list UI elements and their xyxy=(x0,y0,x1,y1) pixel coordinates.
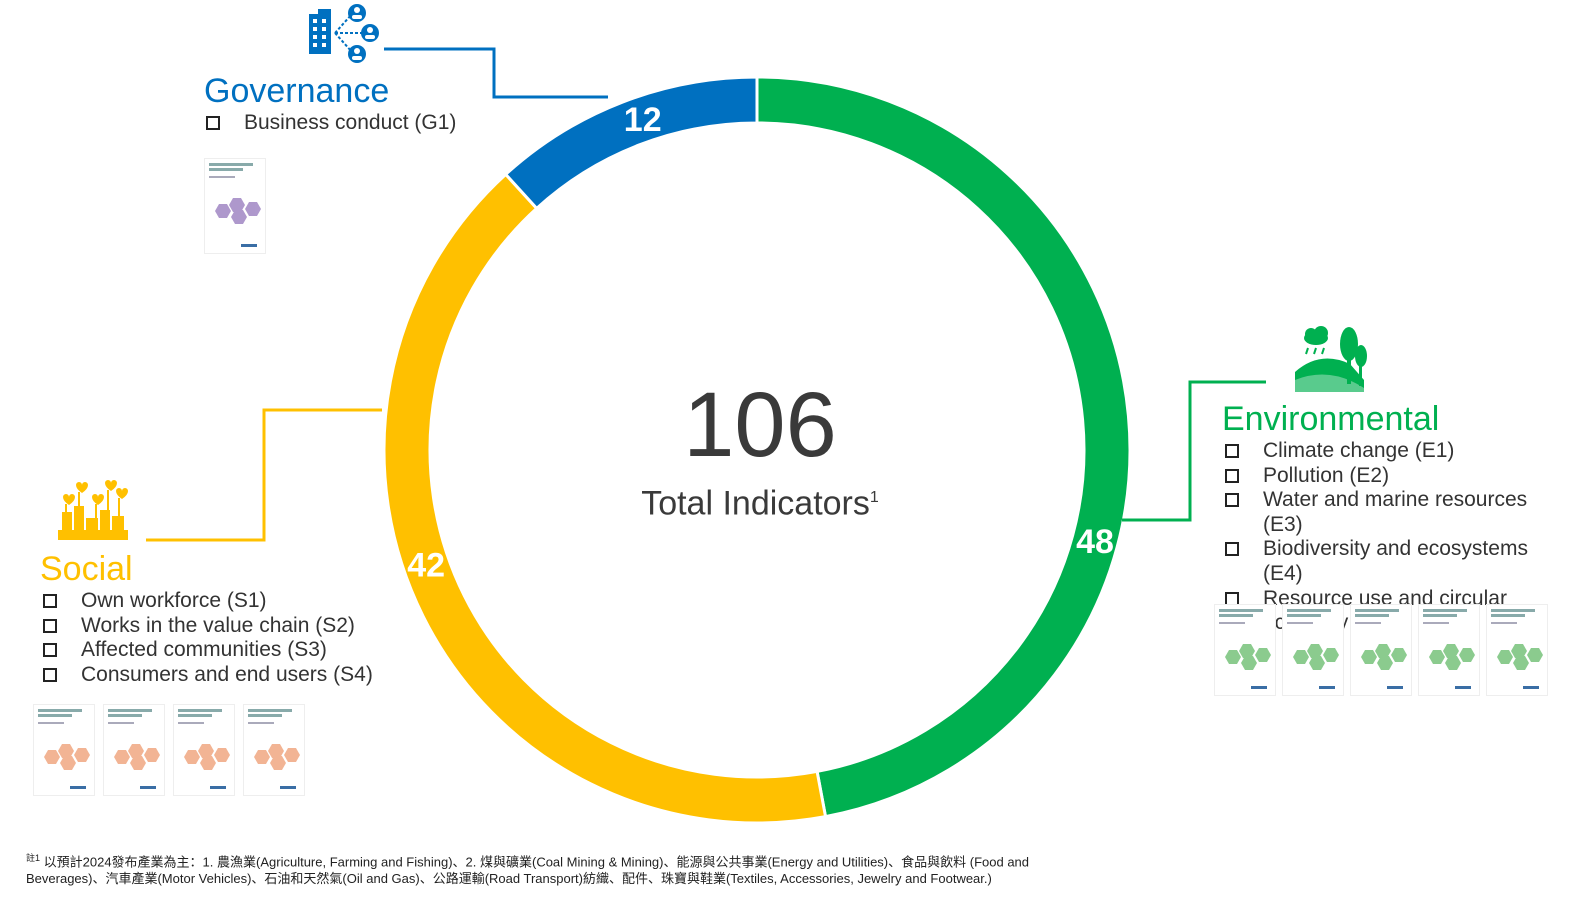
governance-list: Business conduct (G1) xyxy=(206,111,526,136)
total-indicators-label: Total Indicators1 xyxy=(641,484,879,523)
governance-title: Governance xyxy=(204,72,390,110)
slice-value-social: 42 xyxy=(407,546,445,584)
nature-landscape-icon xyxy=(1295,326,1367,392)
social-connector xyxy=(146,408,382,542)
list-item: Own workforce (S1) xyxy=(43,589,373,614)
environmental-title: Environmental xyxy=(1222,400,1440,438)
standard-cover-thumbnail xyxy=(173,704,235,796)
donut-slice-governance xyxy=(503,75,759,211)
list-item: Biodiversity and ecosystems (E4) xyxy=(1225,537,1565,586)
checkbox-icon xyxy=(43,594,57,608)
checkbox-icon xyxy=(43,643,57,658)
environmental-standard-covers xyxy=(1214,604,1548,696)
checkbox-icon xyxy=(206,116,220,130)
governance-standard-covers xyxy=(204,158,266,254)
list-item: Business conduct (G1) xyxy=(206,111,526,136)
slice-value-governance: 12 xyxy=(624,101,662,139)
social-standard-covers xyxy=(33,704,305,796)
list-item: Consumers and end users (S4) xyxy=(43,663,373,688)
list-item: Works in the value chain (S2) xyxy=(43,614,373,639)
standard-cover-thumbnail xyxy=(243,704,305,796)
governance-connector xyxy=(384,47,608,99)
slice-value-environmental: 48 xyxy=(1076,523,1114,561)
community-hearts-icon xyxy=(58,480,128,540)
environmental-connector xyxy=(1122,380,1266,522)
standard-cover-thumbnail xyxy=(204,158,266,254)
checkbox-icon xyxy=(1225,493,1239,508)
standard-cover-thumbnail xyxy=(33,704,95,796)
checkbox-icon xyxy=(1225,468,1239,483)
standard-cover-thumbnail xyxy=(1486,604,1548,696)
standard-cover-thumbnail xyxy=(1282,604,1344,696)
standard-cover-thumbnail xyxy=(1214,604,1276,696)
environmental-list: Climate change (E1) Pollution (E2) Water… xyxy=(1225,439,1565,636)
social-list: Own workforce (S1) Works in the value ch… xyxy=(43,589,373,687)
checkbox-icon xyxy=(1225,542,1239,557)
footnote: 註1 以預計2024發布產業為主：1. 農漁業(Agriculture, Far… xyxy=(26,853,1030,887)
list-item: Water and marine resources (E3) xyxy=(1225,488,1565,537)
list-item: Affected communities (S3) xyxy=(43,638,373,663)
standard-cover-thumbnail xyxy=(1418,604,1480,696)
social-title: Social xyxy=(40,550,133,588)
standard-cover-thumbnail xyxy=(1350,604,1412,696)
list-item: Pollution (E2) xyxy=(1225,464,1565,489)
checkbox-icon xyxy=(43,667,57,682)
checkbox-icon xyxy=(1225,444,1239,458)
building-network-icon xyxy=(309,4,379,63)
list-item: Climate change (E1) xyxy=(1225,439,1565,464)
total-indicators-value: 106 xyxy=(683,374,837,476)
checkbox-icon xyxy=(43,618,57,633)
standard-cover-thumbnail xyxy=(103,704,165,796)
